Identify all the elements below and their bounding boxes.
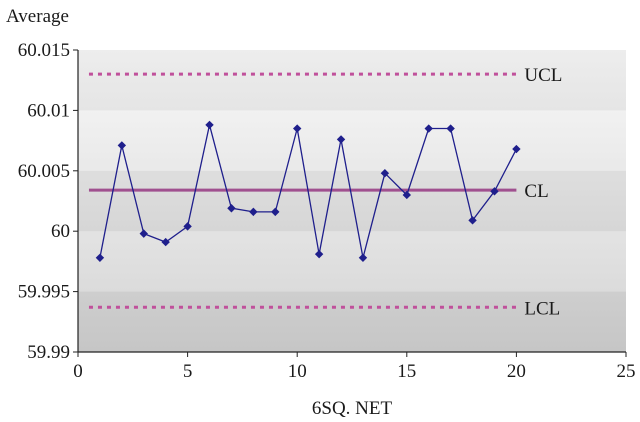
- y-tick-label: 59.99: [27, 342, 70, 363]
- axes: [77, 50, 626, 353]
- data-point: [227, 204, 236, 213]
- x-tick-label: 25: [617, 361, 636, 382]
- data-point: [161, 237, 170, 247]
- y-axis-title: Average: [6, 6, 69, 27]
- x-tick-label: 10: [288, 361, 307, 382]
- y-ticks: 59.99 59.995 60 60.005 60.01 60.015: [18, 40, 78, 363]
- y-tick-label: 59.995: [18, 282, 70, 303]
- data-point: [183, 222, 192, 231]
- x-tick-label: 20: [507, 361, 526, 382]
- data-point: [95, 253, 105, 262]
- data-point: [271, 207, 280, 217]
- data-point: [205, 120, 214, 130]
- data-point: [380, 169, 390, 178]
- ucl-label: UCL: [524, 65, 562, 86]
- data-point: [117, 141, 127, 150]
- data-point: [468, 216, 477, 225]
- data-point: [424, 124, 433, 133]
- data-point: [446, 124, 455, 133]
- lcl-label: LCL: [524, 298, 560, 319]
- background-band: [78, 50, 626, 111]
- data-point: [139, 229, 148, 238]
- data-point: [293, 124, 302, 133]
- cl-label: CL: [524, 181, 548, 202]
- data-point: [249, 207, 258, 217]
- x-tick-label: 15: [397, 361, 416, 382]
- y-tick-label: 60: [51, 221, 70, 242]
- y-tick-label: 60.015: [18, 40, 70, 61]
- y-tick-label: 60.005: [18, 161, 70, 182]
- background-band: [78, 291, 626, 352]
- data-point: [402, 190, 411, 200]
- x-ticks: 0 5 10 15 20 25: [73, 352, 636, 382]
- background-band: [78, 231, 626, 292]
- x-axis-title: 6SQ. NET: [312, 398, 393, 419]
- background-bands: [78, 50, 626, 352]
- x-tick-label: 0: [73, 361, 83, 382]
- x-tick-label: 5: [183, 361, 193, 382]
- series-layer: [95, 120, 521, 262]
- y-tick-label: 60.01: [27, 100, 70, 121]
- data-point: [490, 187, 499, 196]
- background-band: [78, 110, 626, 171]
- reference-lines: UCL CL LCL: [88, 65, 562, 319]
- data-point: [336, 135, 346, 144]
- data-point: [512, 144, 521, 154]
- data-point: [314, 249, 324, 259]
- data-point: [358, 253, 368, 262]
